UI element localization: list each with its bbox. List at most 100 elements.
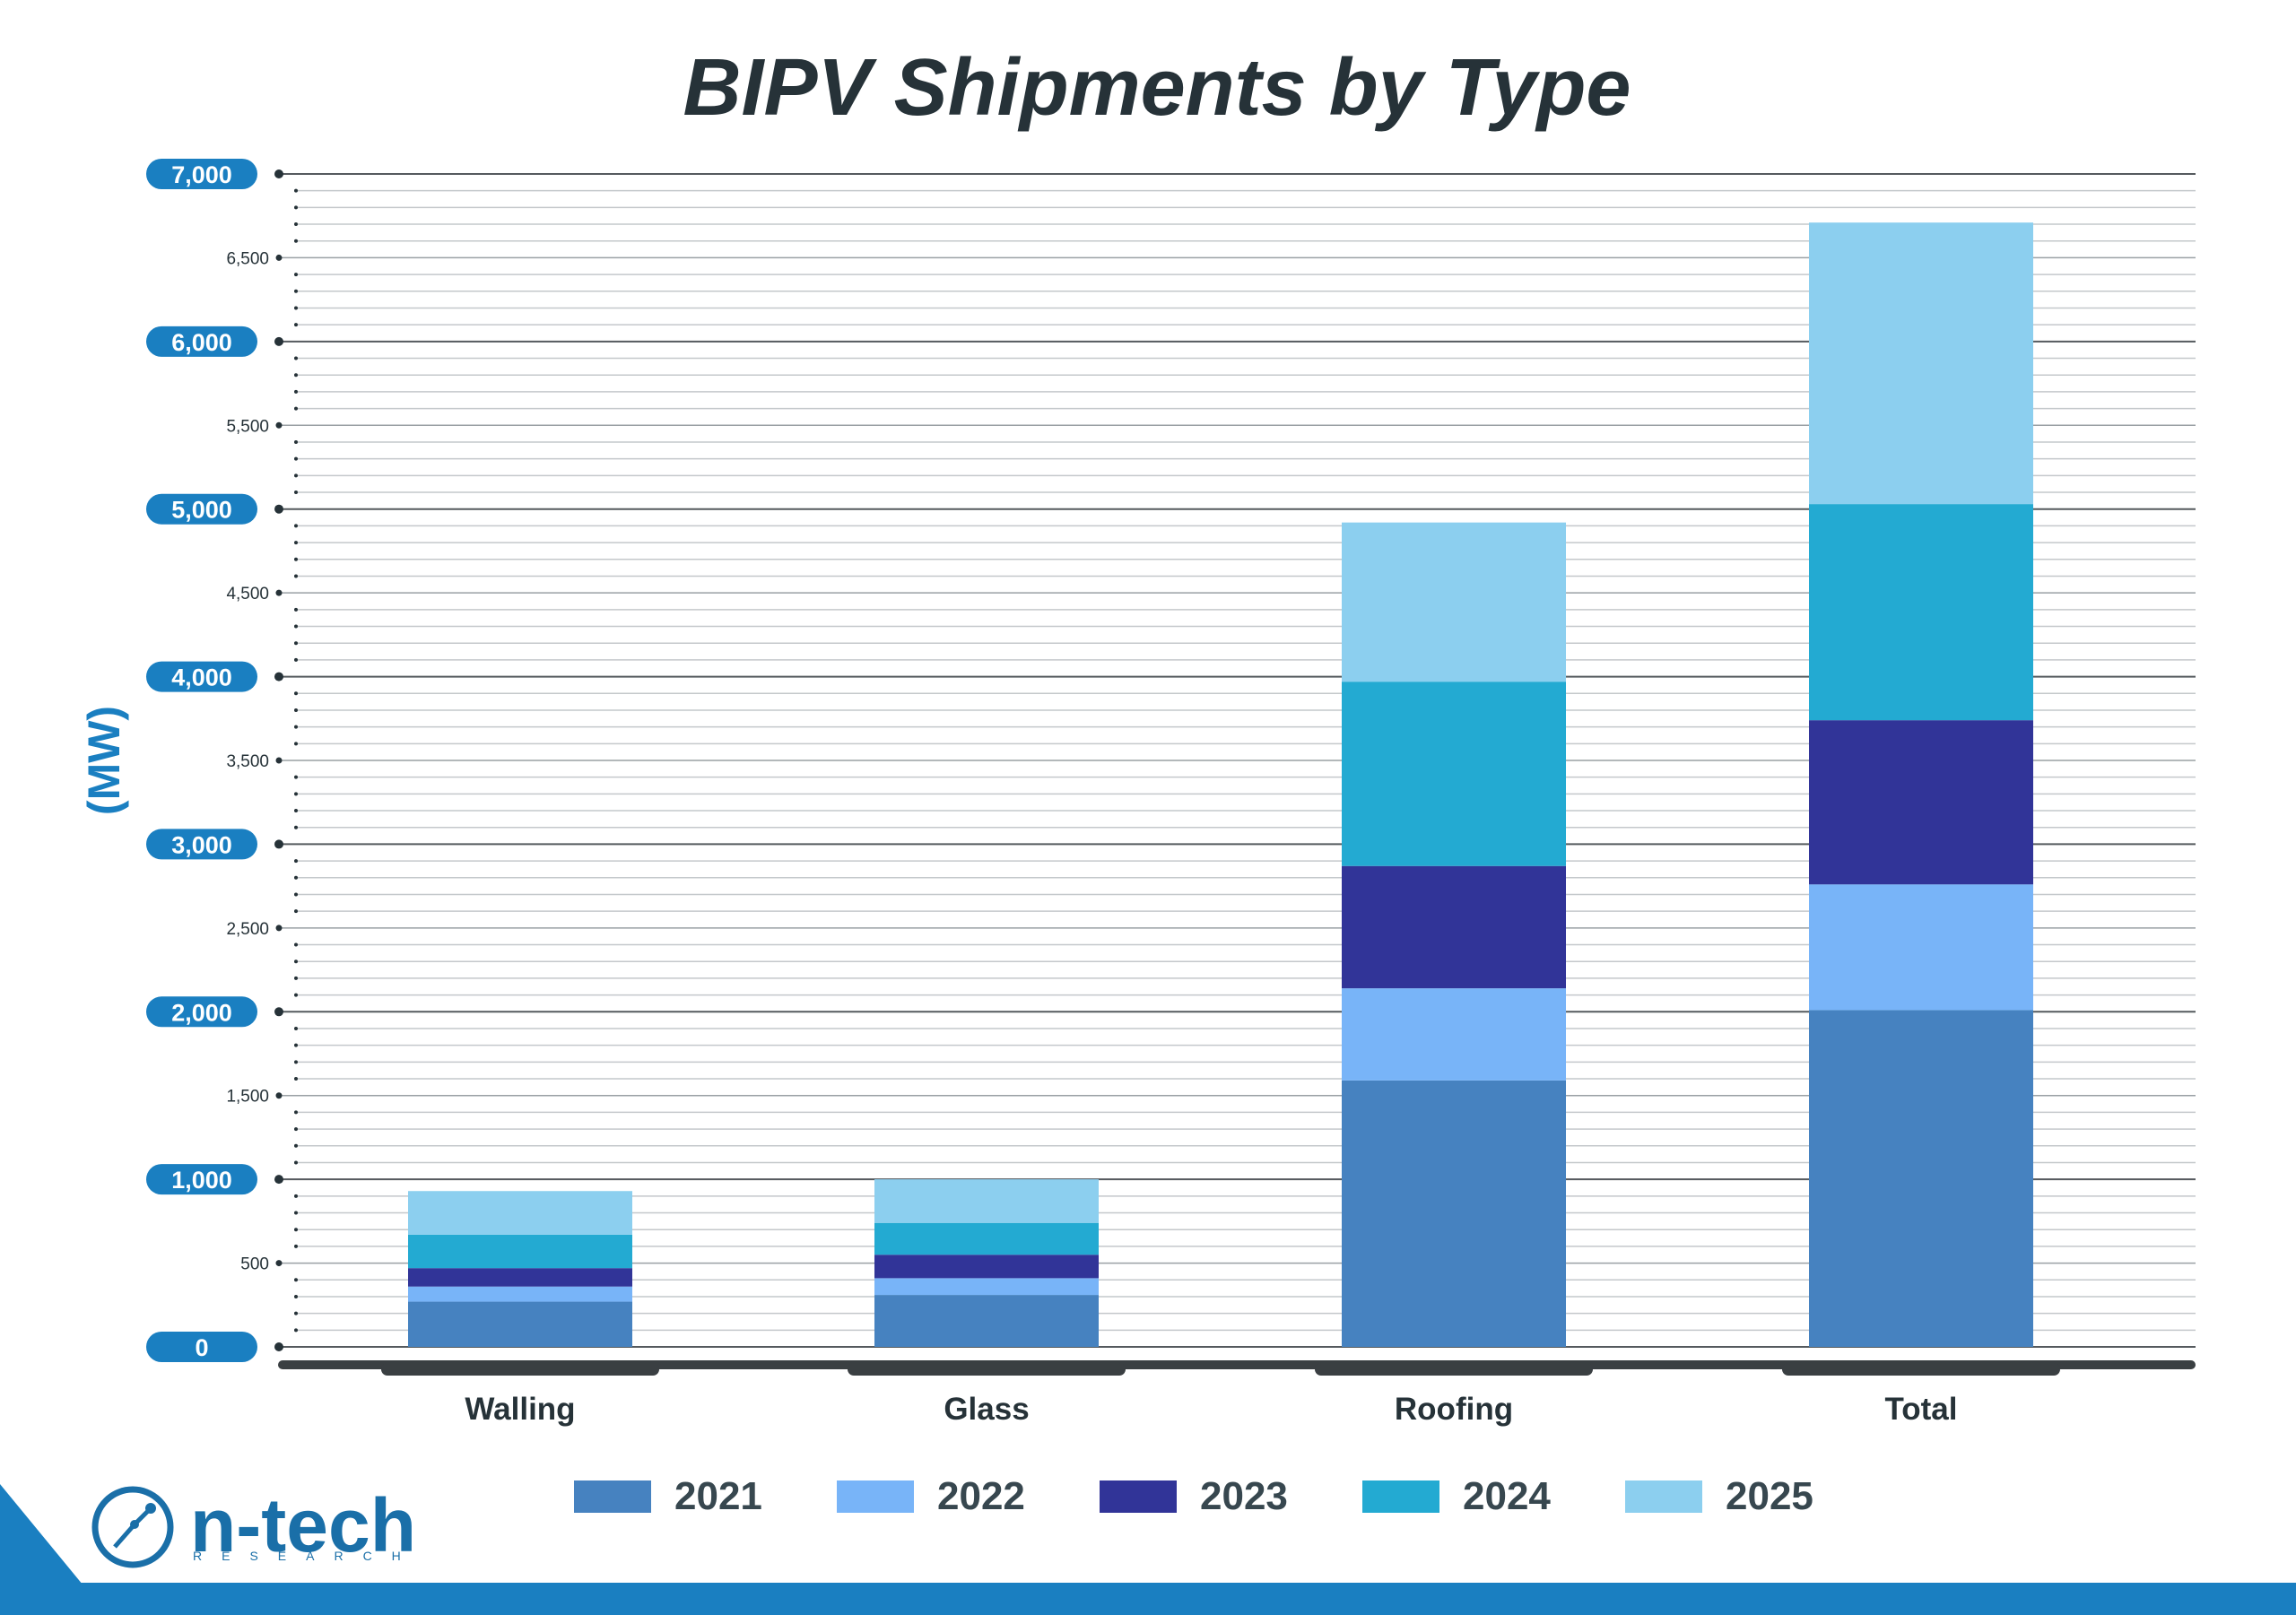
minor-tick-dot <box>294 439 298 444</box>
y-axis-label: (MW) <box>79 706 129 815</box>
minor-tick-dot <box>294 708 298 712</box>
bar-segment-2022 <box>874 1278 1099 1296</box>
baseline-tab <box>1782 1363 2060 1376</box>
bar-segment-2024 <box>874 1222 1099 1255</box>
minor-tick-dot <box>294 524 298 528</box>
bar-segment-2023 <box>408 1268 632 1287</box>
bar-segment-2024 <box>1342 682 1566 866</box>
y-axis-ticks: 0 1,000 2,000 3,000 4,000 5,000 6,000 7,000 500 1… <box>146 159 283 1362</box>
minor-tick-dot <box>294 725 298 729</box>
y-tick-label: 4,000 <box>171 664 232 691</box>
major-tick-pill <box>146 996 257 1028</box>
legend-swatch <box>1100 1480 1177 1513</box>
legend-label: 2023 <box>1200 1474 1288 1518</box>
minor-tick-dot <box>294 1228 298 1232</box>
baseline-tab <box>848 1363 1126 1376</box>
major-tick-dot <box>274 1007 283 1017</box>
y-tick-label: 6,000 <box>171 329 232 356</box>
legend-item-2023: 2023 <box>1100 1474 1288 1518</box>
y-tick-label-minor: 2,500 <box>226 920 269 939</box>
minor-tick-dot <box>294 1311 298 1315</box>
bar-segment-2021 <box>1809 1010 2033 1347</box>
minor-tick-dot <box>294 792 298 796</box>
minor-tick-dot <box>294 323 298 327</box>
minor-tick-dot <box>294 456 298 461</box>
minor-tick-dot <box>294 205 298 210</box>
minor-tick-dot <box>294 909 298 914</box>
bar-segment-2023 <box>1342 865 1566 989</box>
minor-tick-dot <box>294 574 298 578</box>
bar-segment-2021 <box>874 1295 1099 1347</box>
x-category-label: Walling <box>465 1392 575 1427</box>
chart-title: BIPV Shipments by Type <box>683 43 1631 133</box>
x-axis-categories: Walling Glass Roofing Total <box>465 1392 1957 1427</box>
bar-segment-2025 <box>874 1179 1099 1223</box>
bar-segment-2022 <box>1342 988 1566 1081</box>
minor-tick-dot <box>294 188 298 193</box>
major-tick-dot <box>274 169 283 178</box>
bar-stack-walling <box>408 1191 632 1347</box>
legend: 2021 2022 2023 2024 2025 <box>574 1474 1813 1518</box>
minor-tick-dot <box>294 356 298 360</box>
minor-tick-dot <box>294 1211 298 1215</box>
y-tick-label: 1,000 <box>171 1167 232 1194</box>
minor-tick-dot <box>294 491 298 495</box>
minor-tick-dot <box>294 875 298 880</box>
bar-stack-total <box>1809 222 2033 1347</box>
minor-tick-dot <box>294 1294 298 1298</box>
baseline-tab <box>1315 1363 1593 1376</box>
major-tick-dot <box>274 504 283 514</box>
y-tick-label-minor: 3,500 <box>226 752 269 771</box>
bar-stack-roofing <box>1342 522 1566 1347</box>
minor-tick-dot <box>294 273 298 277</box>
minor-tick-dot <box>294 373 298 378</box>
minor-tick-dot <box>275 925 283 932</box>
minor-tick-dot <box>275 1260 283 1267</box>
minor-tick-dot <box>294 1077 298 1081</box>
minor-tick-dot <box>294 473 298 478</box>
minor-tick-dot <box>294 1278 298 1282</box>
major-tick-dot <box>274 839 283 849</box>
legend-swatch <box>1362 1480 1439 1513</box>
minor-tick-dot <box>275 1092 283 1099</box>
minor-tick-dot <box>294 607 298 612</box>
legend-item-2025: 2025 <box>1625 1474 1813 1518</box>
legend-swatch <box>837 1480 914 1513</box>
legend-label: 2024 <box>1463 1474 1551 1518</box>
minor-tick-dot <box>294 859 298 864</box>
y-tick-label: 7,000 <box>171 161 232 188</box>
baseline-tab <box>381 1363 659 1376</box>
x-axis-baseline <box>278 1360 2196 1376</box>
bar-segment-2024 <box>408 1234 632 1269</box>
bar-segment-2021 <box>1342 1080 1566 1347</box>
minor-tick-dot <box>294 1160 298 1165</box>
minor-tick-dot <box>294 742 298 746</box>
bar-segment-2025 <box>1809 222 2033 505</box>
n-tech-logo: n-tech RESEARCH <box>91 1483 421 1568</box>
minor-tick-dot <box>294 557 298 561</box>
bar-stack-glass <box>874 1179 1099 1347</box>
legend-label: 2021 <box>674 1474 762 1518</box>
minor-tick-dot <box>294 1127 298 1132</box>
legend-label: 2022 <box>937 1474 1025 1518</box>
minor-tick-dot <box>294 1143 298 1148</box>
major-tick-pill <box>146 493 257 525</box>
logo-wordmark: n-tech <box>190 1483 416 1567</box>
y-tick-label-minor: 500 <box>240 1255 269 1274</box>
x-category-label: Roofing <box>1395 1392 1513 1427</box>
minor-tick-dot <box>294 406 298 411</box>
logo-subtitle: RESEARCH <box>193 1549 421 1563</box>
minor-tick-dot <box>294 1110 298 1115</box>
minor-tick-dot <box>275 589 283 596</box>
baseline-bar <box>278 1360 2196 1369</box>
legend-item-2024: 2024 <box>1362 1474 1551 1518</box>
y-tick-label: 3,000 <box>171 831 232 858</box>
minor-tick-dot <box>294 1026 298 1030</box>
minor-tick-dot <box>294 239 298 243</box>
bar-segment-2023 <box>1809 720 2033 885</box>
legend-swatch <box>1625 1480 1702 1513</box>
minor-tick-dot <box>294 942 298 947</box>
y-tick-label: 2,000 <box>171 999 232 1026</box>
minor-tick-dot <box>294 691 298 696</box>
